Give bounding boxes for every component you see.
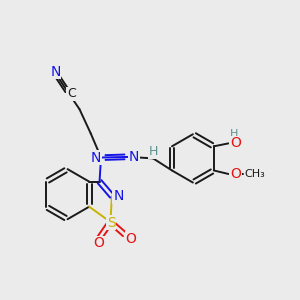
- Text: N: N: [129, 150, 140, 164]
- Text: C: C: [67, 87, 76, 101]
- Text: N: N: [113, 189, 124, 203]
- Text: S: S: [106, 216, 116, 230]
- Text: O: O: [93, 236, 104, 250]
- Text: H: H: [230, 129, 238, 139]
- Text: N: N: [91, 151, 101, 164]
- Text: H: H: [148, 146, 158, 158]
- Text: O: O: [126, 232, 136, 246]
- Text: CH₃: CH₃: [245, 169, 266, 179]
- Text: O: O: [230, 167, 241, 181]
- Text: N: N: [50, 64, 61, 79]
- Text: O: O: [230, 136, 241, 150]
